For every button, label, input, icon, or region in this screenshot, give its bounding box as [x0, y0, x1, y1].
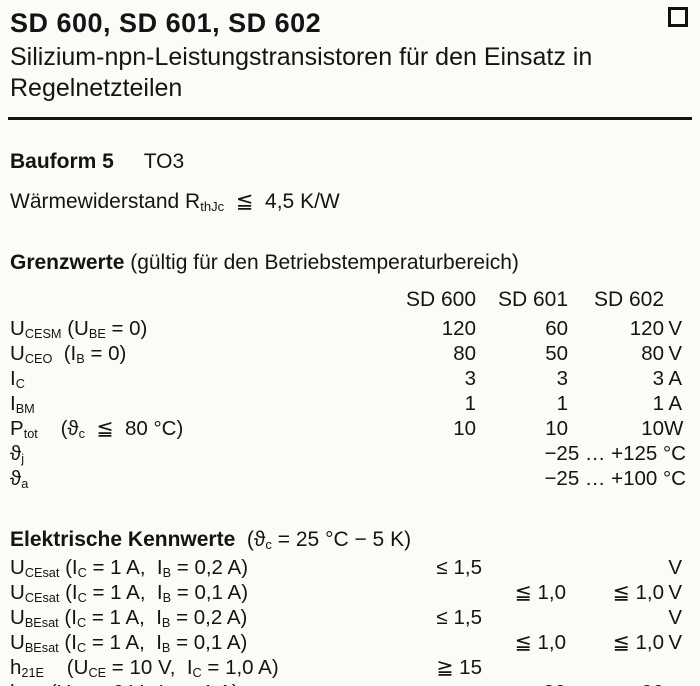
table-row: ϑj −25 … +125 °C	[10, 442, 690, 467]
row-unit: V	[668, 631, 682, 654]
value-sd601: 50	[545, 342, 568, 365]
row-label: IC	[10, 367, 25, 391]
table-row: UCEsat (IC = 1 A, IB = 0,1 A) ≦ 1,0 ≦ 1,0 V	[10, 581, 690, 606]
table-row: h21E (UCE = 6 V, IC = 1 A) ≧ 20≧ 20	[10, 681, 690, 686]
kennwerte-heading-title: Elektrische Kennwerte	[10, 528, 236, 551]
table-row: UCEO (IB = 0) 80 50 80 V	[10, 342, 690, 367]
table-row: IC 3 3 3 A	[10, 367, 690, 392]
row-unit: V	[668, 556, 682, 579]
value-sd600: ≤ 1,5	[436, 556, 482, 579]
row-span-value: −25 … +100 °C	[544, 467, 686, 490]
value-sd601: 1	[556, 392, 568, 415]
value-sd600: ≤ 1,5	[436, 606, 482, 629]
grenzwerte-table-header: SD 600 SD 601 SD 602	[10, 288, 690, 312]
row-span-value: −25 … +125 °C	[544, 442, 686, 465]
row-label: UCEsat (IC = 1 A, IB = 0,2 A)	[10, 556, 249, 580]
bauform-line: Bauform 5 TO3	[10, 150, 690, 174]
value-sd602: 1	[652, 392, 664, 415]
value-sd601: ≧ 20	[482, 681, 566, 686]
table-row: h21E (UCE = 10 V, IC = 1,0 A) ≧ 15	[10, 656, 690, 681]
value-sd600: 10	[453, 417, 476, 440]
table-row: UCESM (UBE = 0) 120 60 120 V	[10, 317, 690, 342]
row-unit: V	[668, 317, 682, 340]
column-header-sd600: SD 600	[405, 288, 476, 311]
row-label: UCESM (UBE = 0)	[10, 317, 148, 341]
value-sd601: ≦ 1,0	[514, 581, 566, 604]
bauform-label: Bauform 5	[10, 150, 114, 173]
bauform-value: TO3	[143, 150, 185, 173]
value-sd600: 1	[464, 392, 476, 415]
kennwerte-heading: Elektrische Kennwerte (ϑc = 25 °C − 5 K)	[10, 528, 690, 552]
value-sd602: ≦ 1,0	[612, 631, 664, 654]
grenzwerte-rows: UCESM (UBE = 0) 120 60 120 V UCEO (IB = 0) 80 5…	[10, 317, 690, 492]
row-label: IBM	[10, 392, 35, 416]
value-sd600: 3	[464, 367, 476, 390]
grenzwerte-table: SD 600 SD 601 SD 602 UCESM (UBE = 0) 120 6…	[10, 288, 690, 492]
row-unit: A	[668, 392, 682, 415]
grenzwerte-heading: Grenzwerte (gültig für den Betriebstempe…	[10, 251, 690, 275]
table-row: UCEsat (IC = 1 A, IB = 0,2 A) ≤ 1,5 V	[10, 556, 690, 581]
thermal-resistance-line: Wärmewiderstand RthJc ≦ 4,5 K/W	[10, 190, 340, 214]
horizontal-rule	[8, 117, 692, 120]
row-unit: W	[664, 417, 684, 440]
page-subtitle: Silizium-npn-Leistungstransistoren für d…	[10, 43, 593, 102]
row-label: h21E (UCE = 10 V, IC = 1,0 A)	[10, 656, 279, 680]
value-sd600: ≧ 15	[436, 656, 482, 679]
row-label: UCEO (IB = 0)	[10, 342, 127, 366]
row-unit: V	[668, 606, 682, 629]
kennwerte-heading-note: (ϑc = 25 °C − 5 K)	[235, 528, 412, 552]
row-unit: V	[668, 581, 682, 604]
value-sd602: 3	[652, 367, 664, 390]
table-row: IBM 1 1 1 A	[10, 392, 690, 417]
table-row: UBEsat (IC = 1 A, IB = 0,1 A) ≦ 1,0 ≦ 1,0 V	[10, 631, 690, 656]
value-sd601: 60	[545, 317, 568, 340]
table-row: Ptot (ϑc ≦ 80 °C) 10 10 10 W	[10, 417, 690, 442]
value-sd600: 120	[441, 317, 476, 340]
table-row: UBEsat (IC = 1 A, IB = 0,2 A) ≤ 1,5 V	[10, 606, 690, 631]
value-sd601: 10	[545, 417, 568, 440]
row-label: h21E (UCE = 6 V, IC = 1 A)	[10, 681, 398, 686]
kennwerte-table: UCEsat (IC = 1 A, IB = 0,2 A) ≤ 1,5 V UCEsa…	[10, 556, 690, 686]
grenzwerte-heading-title: Grenzwerte	[10, 251, 125, 274]
row-label: ϑj	[10, 442, 25, 466]
kennwerte-rows: UCEsat (IC = 1 A, IB = 0,2 A) ≤ 1,5 V UCEsa…	[10, 556, 690, 686]
column-header-sd602: SD 602	[593, 288, 664, 311]
row-label: ϑa	[10, 467, 29, 491]
row-unit: V	[668, 342, 682, 365]
value-sd602: ≦ 1,0	[612, 581, 664, 604]
column-header-sd601: SD 601	[497, 288, 568, 311]
row-label: UBEsat (IC = 1 A, IB = 0,2 A)	[10, 606, 248, 630]
value-sd601: 3	[556, 367, 568, 390]
row-unit: A	[668, 367, 682, 390]
row-label: Ptot (ϑc ≦ 80 °C)	[10, 417, 184, 441]
value-sd602: 80	[641, 342, 664, 365]
page-title: SD 600, SD 601, SD 602	[10, 8, 322, 38]
value-sd601: ≦ 1,0	[514, 631, 566, 654]
value-sd602: ≧ 20	[566, 681, 664, 686]
value-sd600: 80	[453, 342, 476, 365]
grenzwerte-heading-note: (gültig für den Betriebstemperaturbereic…	[124, 251, 519, 274]
row-label: UCEsat (IC = 1 A, IB = 0,1 A)	[10, 581, 249, 605]
value-sd602: 120	[629, 317, 664, 340]
row-label: UBEsat (IC = 1 A, IB = 0,1 A)	[10, 631, 248, 655]
table-row: ϑa −25 … +100 °C	[10, 467, 690, 492]
value-sd602: 10	[641, 417, 664, 440]
corner-square-icon	[668, 7, 688, 27]
